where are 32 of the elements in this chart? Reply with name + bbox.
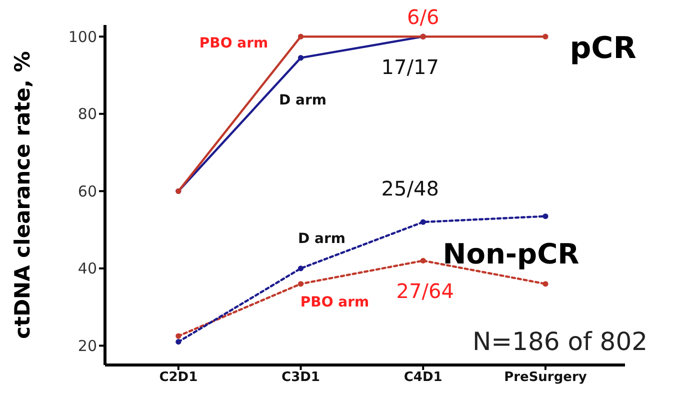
series-label: PBO arm	[300, 294, 370, 311]
x-tick-label: PreSurgery	[504, 370, 588, 386]
y-tick-label: 100	[68, 28, 97, 46]
x-tick-label: C2D1	[159, 370, 198, 386]
x-tick-label: C4D1	[404, 370, 442, 386]
y-tick-label: 80	[78, 105, 97, 124]
series-label: D arm	[279, 92, 326, 109]
point	[298, 281, 304, 287]
x-tick-label: C3D1	[282, 370, 320, 386]
point	[298, 266, 304, 272]
point	[176, 339, 182, 345]
series-label: PBO arm	[199, 35, 268, 52]
annotation: Non-pCR	[442, 238, 580, 271]
y-axis-title: ctDNA clearance rate, %	[10, 51, 35, 339]
annotation: 17/17	[381, 55, 439, 80]
annotation: 6/6	[407, 5, 440, 30]
point	[298, 34, 304, 40]
point	[542, 213, 548, 220]
annotation: 25/48	[381, 176, 439, 201]
point	[542, 34, 548, 40]
y-tick-label: 60	[78, 182, 97, 200]
point	[542, 281, 548, 287]
y-tick-label: 20	[78, 337, 97, 356]
point	[420, 258, 426, 264]
annotation: 27/64	[396, 279, 454, 304]
annotation: pCR	[570, 31, 636, 66]
point	[176, 333, 182, 339]
annotation: N=186 of 802	[472, 326, 648, 356]
series-label: D arm	[298, 231, 346, 248]
y-tick-label: 40	[78, 260, 97, 278]
point	[420, 219, 426, 225]
point	[298, 55, 304, 61]
